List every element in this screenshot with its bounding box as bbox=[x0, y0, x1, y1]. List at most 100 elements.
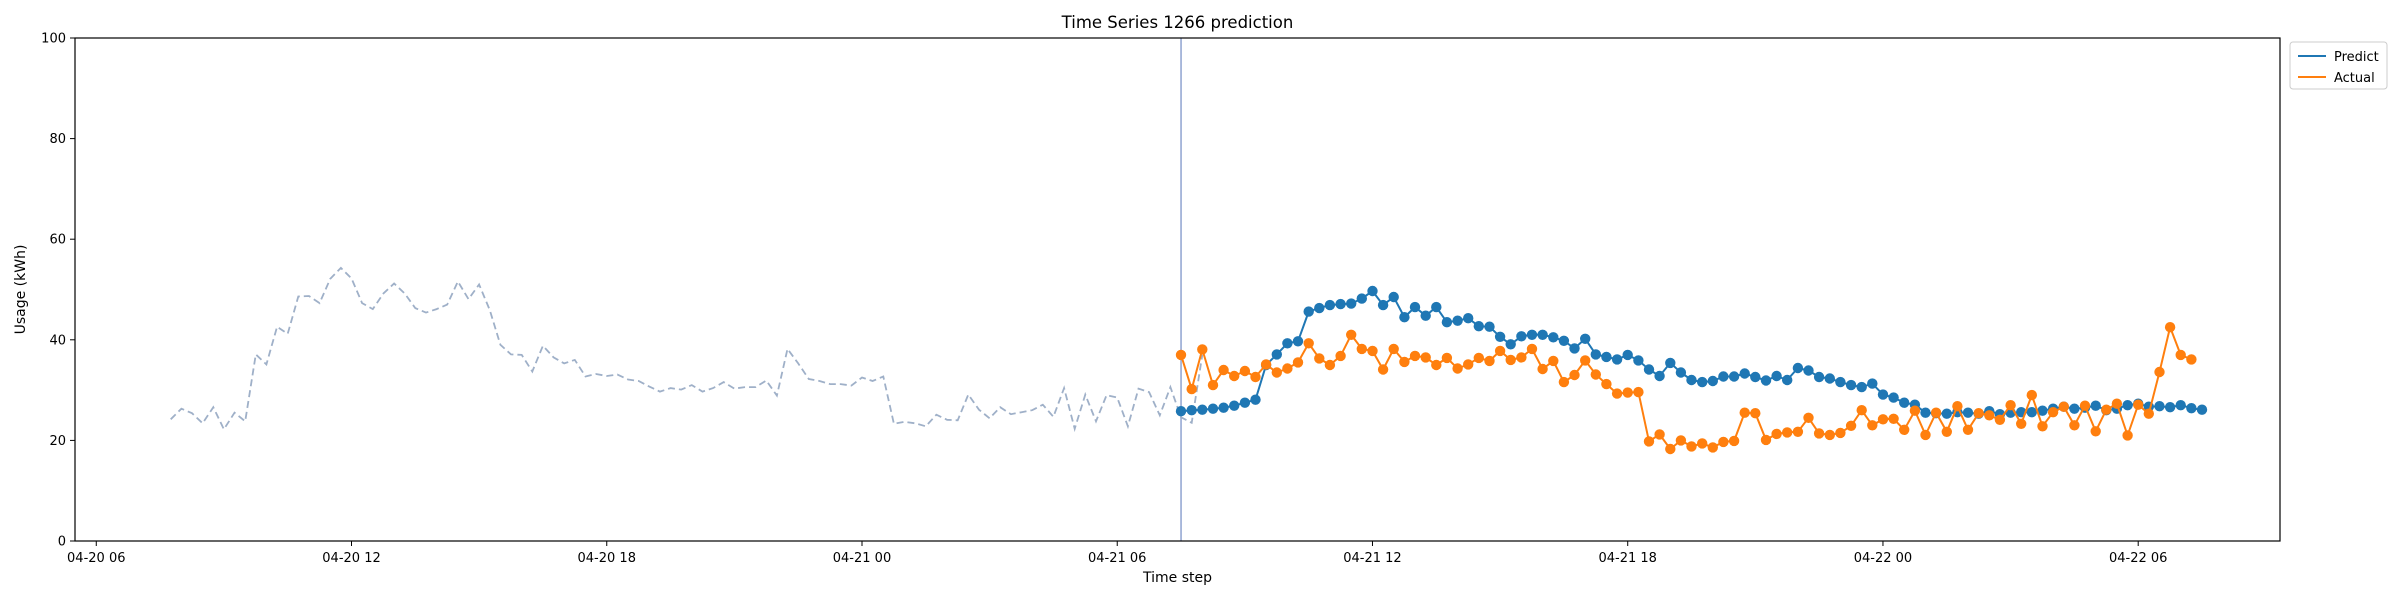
actual-point bbox=[1494, 345, 1506, 357]
x-tick-label: 04-20 06 bbox=[67, 551, 125, 566]
actual-point bbox=[1282, 363, 1293, 374]
x-tick-label: 04-22 00 bbox=[1854, 551, 1912, 566]
predict-point bbox=[1867, 378, 1878, 389]
predict-point bbox=[1813, 371, 1825, 383]
predict-point bbox=[1452, 315, 1463, 326]
predict-point bbox=[1771, 370, 1782, 382]
actual-point bbox=[1463, 359, 1474, 370]
predict-point bbox=[1175, 406, 1187, 417]
actual-point bbox=[2047, 407, 2059, 418]
actual-point bbox=[1271, 367, 1283, 378]
actual-point bbox=[1420, 352, 1431, 363]
x-tick-label: 04-21 00 bbox=[833, 551, 891, 566]
predict-point bbox=[1377, 299, 1389, 311]
predict-point bbox=[1792, 362, 1804, 374]
y-tick-label: 80 bbox=[49, 132, 66, 147]
predict-point bbox=[1292, 336, 1304, 347]
predict-point bbox=[1420, 310, 1431, 321]
actual-point bbox=[1601, 378, 1612, 390]
actual-point bbox=[1186, 383, 1197, 395]
predict-point bbox=[1197, 404, 1208, 415]
actual-point bbox=[1346, 329, 1357, 340]
x-axis-label: Time step bbox=[1142, 570, 1212, 586]
predict-point bbox=[1824, 373, 1836, 384]
actual-point bbox=[1697, 438, 1708, 449]
x-tick-label: 04-20 18 bbox=[578, 551, 636, 566]
actual-point bbox=[1899, 424, 1910, 435]
actual-point bbox=[1941, 426, 1953, 437]
predict-point bbox=[1526, 329, 1538, 340]
actual-point bbox=[1324, 359, 1336, 371]
predict-point bbox=[2037, 405, 2048, 416]
actual-point bbox=[1516, 352, 1527, 363]
x-tick-label: 04-20 12 bbox=[322, 551, 380, 566]
y-tick-label: 100 bbox=[41, 32, 66, 47]
actual-point bbox=[2122, 430, 2133, 441]
predict-point bbox=[1697, 376, 1708, 388]
actual-point bbox=[2164, 322, 2176, 333]
predict-point bbox=[1888, 392, 1899, 403]
predict-point bbox=[1643, 364, 1655, 375]
predict-point bbox=[1611, 354, 1623, 365]
predict-point bbox=[1346, 298, 1357, 309]
predict-point bbox=[1899, 397, 1910, 408]
chart-title: Time Series 1266 prediction bbox=[1061, 13, 1294, 32]
legend-label-predict: Predict bbox=[2334, 50, 2379, 65]
predict-point bbox=[1282, 338, 1293, 349]
axes: 0 20 40 60 80 100 04-20 06 04-20 12 04-20 18 04-2… bbox=[41, 32, 2281, 566]
actual-point bbox=[1250, 371, 1261, 383]
actual-point bbox=[1845, 420, 1857, 431]
actual-point bbox=[2143, 408, 2154, 419]
predict-point bbox=[1314, 302, 1325, 314]
actual-point bbox=[1654, 429, 1665, 440]
predict-point bbox=[1431, 301, 1442, 313]
actual-point bbox=[1760, 434, 1772, 446]
predict-point bbox=[1473, 321, 1485, 332]
x-tick-label: 04-21 18 bbox=[1598, 551, 1656, 566]
predict-point bbox=[1877, 389, 1889, 400]
predict-point bbox=[1590, 349, 1602, 360]
predict-point bbox=[1484, 321, 1495, 332]
actual-point bbox=[1782, 427, 1793, 438]
predict-point bbox=[1494, 331, 1506, 342]
actual-point bbox=[1569, 369, 1580, 381]
predict-point bbox=[1750, 371, 1761, 383]
actual-point bbox=[1643, 436, 1655, 447]
predict-point bbox=[1739, 368, 1750, 379]
actual-point bbox=[1984, 410, 1995, 421]
predict-point bbox=[1324, 299, 1336, 311]
actual-point bbox=[1707, 442, 1719, 453]
actual-point bbox=[1856, 405, 1867, 416]
actual-point bbox=[1197, 344, 1208, 355]
actual-point bbox=[1431, 359, 1442, 371]
actual-point bbox=[1835, 427, 1846, 439]
actual-point bbox=[1952, 401, 1963, 412]
actual-point bbox=[1409, 350, 1421, 362]
predict-point bbox=[1218, 402, 1229, 413]
predict-point bbox=[1601, 351, 1612, 363]
predict-point bbox=[1569, 343, 1580, 354]
actual-point bbox=[1739, 407, 1750, 418]
predict-point bbox=[2154, 401, 2165, 412]
predict-point bbox=[1580, 333, 1591, 344]
actual-point bbox=[1675, 435, 1687, 446]
actual-point bbox=[2101, 404, 2112, 415]
actual-point bbox=[2133, 399, 2144, 410]
actual-point bbox=[2079, 400, 2091, 411]
actual-point bbox=[1548, 355, 1559, 367]
y-tick-label: 0 bbox=[58, 535, 66, 550]
y-axis-label: Usage (kWh) bbox=[13, 245, 29, 335]
actual-point bbox=[1665, 443, 1676, 455]
predict-point bbox=[2069, 403, 2080, 414]
actual-point bbox=[1994, 414, 2006, 425]
actual-point bbox=[1792, 426, 1804, 437]
predict-point bbox=[1728, 371, 1740, 382]
actual-point bbox=[2111, 398, 2123, 409]
actual-point bbox=[1356, 343, 1368, 355]
predict-point bbox=[1463, 313, 1474, 324]
actual-point bbox=[1314, 353, 1325, 364]
actual-point bbox=[1590, 369, 1602, 380]
actual-point bbox=[1175, 349, 1187, 361]
predict-point bbox=[1303, 306, 1314, 317]
